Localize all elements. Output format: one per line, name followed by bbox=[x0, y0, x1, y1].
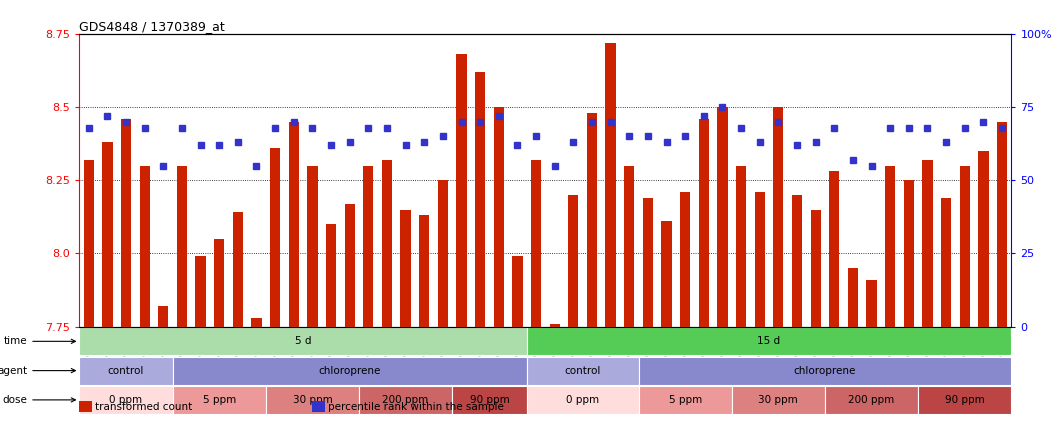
Bar bbox=[493, 107, 504, 327]
Bar bbox=[196, 256, 205, 327]
Bar bbox=[866, 280, 877, 327]
Bar bbox=[531, 160, 541, 327]
Bar bbox=[84, 160, 94, 327]
Bar bbox=[326, 224, 336, 327]
Bar bbox=[103, 142, 112, 327]
Bar bbox=[639, 386, 732, 414]
Bar bbox=[699, 119, 708, 327]
Bar bbox=[941, 198, 951, 327]
Text: chloroprene: chloroprene bbox=[794, 365, 856, 376]
Text: agent: agent bbox=[0, 365, 75, 376]
Bar bbox=[997, 122, 1007, 327]
Bar bbox=[680, 192, 690, 327]
Bar bbox=[456, 54, 467, 327]
Bar bbox=[810, 209, 821, 327]
Bar bbox=[344, 204, 355, 327]
Bar bbox=[959, 166, 970, 327]
Bar bbox=[177, 166, 187, 327]
Text: control: control bbox=[564, 365, 600, 376]
Text: 0 ppm: 0 ppm bbox=[109, 395, 143, 405]
Bar bbox=[289, 122, 299, 327]
Bar bbox=[922, 160, 933, 327]
Text: transformed count: transformed count bbox=[95, 402, 193, 412]
Text: 5 d: 5 d bbox=[294, 336, 311, 346]
Bar bbox=[140, 166, 149, 327]
Bar bbox=[79, 327, 526, 355]
Bar bbox=[825, 386, 918, 414]
Bar bbox=[307, 166, 318, 327]
Bar bbox=[736, 166, 747, 327]
Bar bbox=[475, 72, 485, 327]
Bar bbox=[885, 166, 895, 327]
Text: 90 ppm: 90 ppm bbox=[469, 395, 509, 405]
Text: dose: dose bbox=[2, 395, 75, 405]
Bar bbox=[639, 357, 1011, 385]
Text: time: time bbox=[3, 336, 75, 346]
Bar bbox=[79, 357, 173, 385]
Bar bbox=[173, 357, 526, 385]
Text: 5 ppm: 5 ppm bbox=[202, 395, 236, 405]
Text: 30 ppm: 30 ppm bbox=[292, 395, 333, 405]
Bar bbox=[437, 180, 448, 327]
Bar bbox=[359, 386, 452, 414]
Text: 0 ppm: 0 ppm bbox=[567, 395, 599, 405]
Bar bbox=[569, 195, 578, 327]
Bar bbox=[266, 386, 359, 414]
Bar bbox=[382, 160, 392, 327]
Text: percentile rank within the sample: percentile rank within the sample bbox=[328, 402, 504, 412]
Bar bbox=[979, 151, 988, 327]
Bar bbox=[363, 166, 374, 327]
Bar bbox=[121, 119, 131, 327]
Bar bbox=[829, 171, 840, 327]
Bar bbox=[526, 386, 639, 414]
Bar bbox=[717, 107, 728, 327]
Bar bbox=[400, 209, 411, 327]
Text: 200 ppm: 200 ppm bbox=[382, 395, 429, 405]
Bar bbox=[173, 386, 266, 414]
Bar bbox=[732, 386, 825, 414]
Text: 30 ppm: 30 ppm bbox=[758, 395, 798, 405]
Text: 15 d: 15 d bbox=[757, 336, 780, 346]
Bar bbox=[526, 357, 639, 385]
Text: GDS4848 / 1370389_at: GDS4848 / 1370389_at bbox=[79, 20, 226, 33]
Text: 200 ppm: 200 ppm bbox=[848, 395, 895, 405]
Text: 5 ppm: 5 ppm bbox=[668, 395, 702, 405]
Bar bbox=[270, 148, 281, 327]
Bar bbox=[526, 327, 1011, 355]
Bar bbox=[848, 268, 858, 327]
Bar bbox=[79, 386, 173, 414]
Bar bbox=[587, 113, 597, 327]
Bar bbox=[755, 192, 765, 327]
Bar bbox=[214, 239, 225, 327]
Bar bbox=[903, 180, 914, 327]
Text: control: control bbox=[108, 365, 144, 376]
Bar bbox=[624, 166, 634, 327]
Bar bbox=[643, 198, 653, 327]
Bar bbox=[452, 386, 526, 414]
Bar bbox=[158, 306, 168, 327]
Text: 90 ppm: 90 ppm bbox=[945, 395, 985, 405]
Bar bbox=[419, 215, 429, 327]
Text: chloroprene: chloroprene bbox=[319, 365, 381, 376]
Bar bbox=[792, 195, 802, 327]
Bar bbox=[773, 107, 784, 327]
Bar bbox=[513, 256, 522, 327]
Bar bbox=[662, 221, 671, 327]
Bar bbox=[233, 212, 243, 327]
Bar bbox=[550, 324, 560, 327]
Bar bbox=[606, 43, 615, 327]
Bar bbox=[251, 318, 262, 327]
Bar bbox=[918, 386, 1011, 414]
